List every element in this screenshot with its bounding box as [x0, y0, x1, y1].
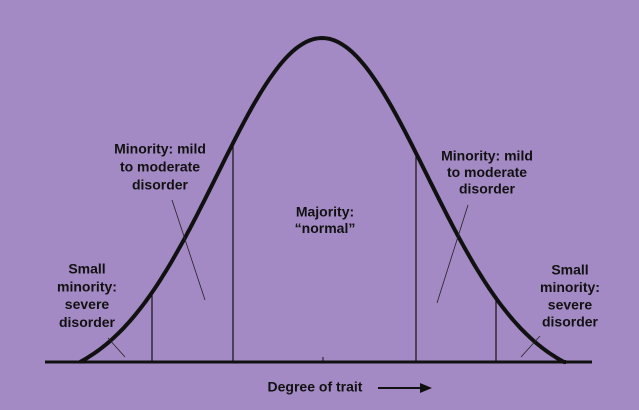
region-label: Minority: mild — [441, 148, 533, 164]
region-label: disorder — [459, 181, 516, 197]
axis-label: Degree of trait — [268, 379, 363, 395]
region-label: severe — [548, 296, 593, 312]
pointer-line — [520, 335, 541, 358]
region-label: Minority: mild — [114, 141, 206, 157]
region-label: to moderate — [120, 159, 200, 175]
region-label: disorder — [542, 314, 599, 330]
bell-curve — [79, 35, 566, 364]
region-label: Majority: — [296, 204, 354, 220]
pointer-line — [436, 204, 469, 304]
region-label: minority: — [540, 279, 600, 295]
region-label: disorder — [59, 314, 116, 330]
pointer-line — [107, 337, 126, 358]
pointer-lines — [107, 199, 541, 358]
region-label: to moderate — [447, 164, 527, 180]
region-label: minority: — [57, 278, 117, 294]
arrow-head — [420, 383, 432, 393]
region-label: “normal” — [295, 220, 356, 236]
region-label: Small — [68, 261, 105, 277]
region-label: disorder — [132, 177, 189, 193]
region-label: severe — [65, 296, 110, 312]
region-label: Small — [551, 262, 588, 278]
dividers — [151, 143, 497, 362]
pointer-line — [171, 199, 206, 301]
